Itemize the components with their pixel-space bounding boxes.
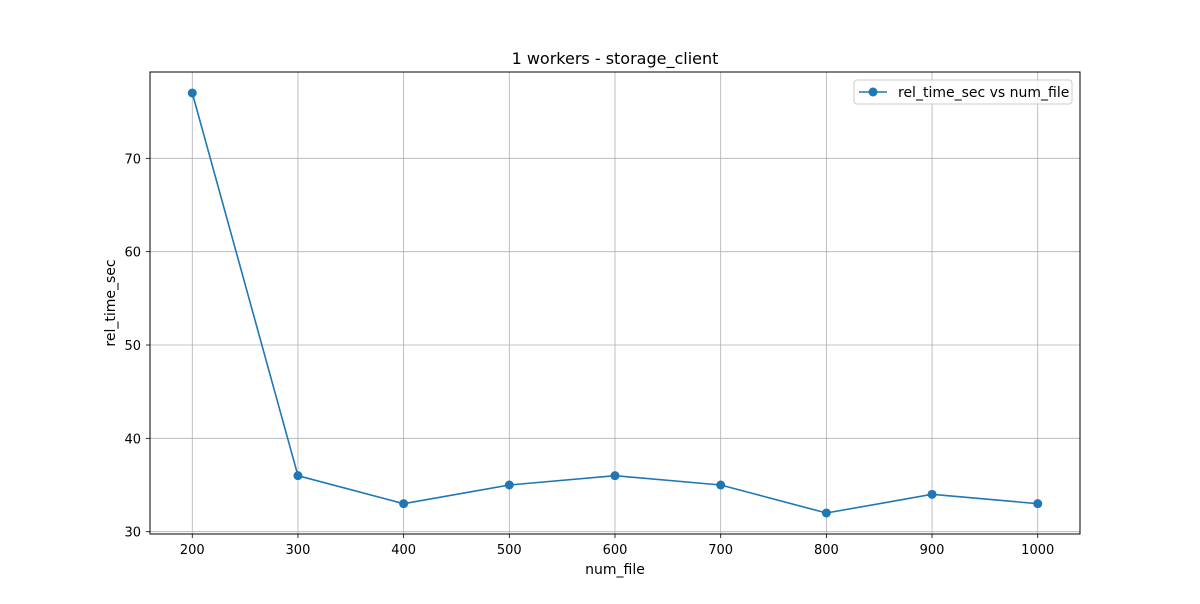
- legend: rel_time_sec vs num_file: [853, 79, 1073, 105]
- grid-lines: [150, 72, 1080, 534]
- x-axis-label: num_file: [585, 562, 645, 578]
- legend-entry-label: rel_time_sec vs num_file: [898, 85, 1069, 101]
- x-tick-label: 1000: [1021, 543, 1054, 558]
- data-point: [716, 480, 726, 490]
- axis-ticks: 200 300 400 500 600 700 800 900 1000 30 40 50 60 70: [124, 152, 1054, 558]
- x-tick-label: 800: [814, 543, 839, 558]
- x-tick-label: 200: [180, 543, 205, 558]
- x-tick-label: 700: [708, 543, 733, 558]
- data-point: [504, 480, 514, 490]
- x-tick-label: 600: [603, 543, 628, 558]
- data-point: [927, 489, 937, 499]
- y-tick-label: 40: [124, 432, 141, 447]
- x-tick-label: 500: [497, 543, 522, 558]
- data-point: [399, 499, 409, 509]
- chart-title: 1 workers - storage_client: [512, 49, 719, 69]
- data-point: [187, 88, 197, 98]
- data-point: [610, 471, 620, 481]
- x-tick-label: 900: [920, 543, 945, 558]
- y-tick-label: 50: [124, 339, 141, 354]
- y-tick-label: 70: [124, 152, 141, 167]
- legend-marker-swatch: [868, 87, 878, 97]
- series-layer: [187, 88, 1043, 518]
- y-tick-label: 30: [124, 526, 141, 541]
- legend-box: [853, 79, 1073, 105]
- x-tick-label: 400: [391, 543, 416, 558]
- y-tick-label: 60: [124, 246, 141, 261]
- data-point: [293, 471, 303, 481]
- data-point: [1033, 499, 1043, 509]
- data-point: [821, 508, 831, 518]
- x-tick-label: 300: [286, 543, 311, 558]
- y-axis-label: rel_time_sec: [103, 259, 119, 346]
